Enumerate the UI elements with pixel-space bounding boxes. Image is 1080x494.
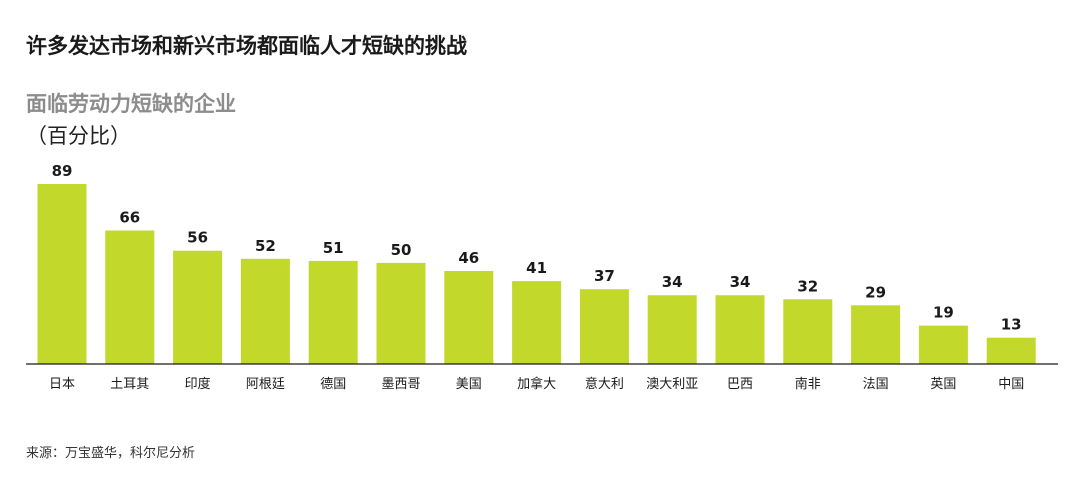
data-label-7: 41 <box>526 259 547 277</box>
data-label-1: 66 <box>119 209 140 227</box>
bar-5 <box>376 262 426 364</box>
data-label-12: 29 <box>865 283 886 301</box>
category-label-5: 墨西哥 <box>381 377 420 392</box>
data-label-13: 19 <box>933 304 954 322</box>
category-label-13: 英国 <box>930 377 956 392</box>
bar-1 <box>105 230 155 364</box>
bar-14 <box>986 337 1036 364</box>
data-label-14: 13 <box>1001 316 1022 334</box>
category-label-11: 南非 <box>795 376 821 392</box>
source-note: 来源：万宝盛华，科尔尼分析 <box>26 446 196 461</box>
bar-4 <box>308 260 358 364</box>
bars-layer: 89 日本 66 土耳其 56 印度 52 阿根廷 51 德国 50 墨西哥 46 美国 41 加拿大 37 意大… <box>37 162 1036 392</box>
category-label-7: 加拿大 <box>517 376 556 392</box>
category-label-12: 法国 <box>863 377 889 392</box>
category-label-8: 意大利 <box>585 376 624 392</box>
data-label-11: 32 <box>797 277 818 295</box>
category-label-4: 德国 <box>320 377 346 392</box>
bar-11 <box>783 299 833 364</box>
category-label-9: 澳大利亚 <box>646 376 698 392</box>
unit-label: （百分比） <box>26 124 131 148</box>
data-label-2: 56 <box>187 229 208 247</box>
bar-0 <box>37 184 87 364</box>
category-label-2: 印度 <box>185 376 211 392</box>
bar-6 <box>444 271 494 364</box>
data-label-6: 46 <box>458 249 479 267</box>
data-label-3: 52 <box>255 237 276 255</box>
bar-12 <box>851 305 901 364</box>
data-label-4: 51 <box>323 239 344 257</box>
bar-7 <box>512 281 562 364</box>
data-label-9: 34 <box>662 273 683 291</box>
bar-13 <box>918 325 968 364</box>
chart-main-title: 许多发达市场和新兴市场都面临人才短缺的挑战 <box>26 34 467 58</box>
category-label-1: 土耳其 <box>110 377 149 392</box>
category-label-10: 巴西 <box>727 377 753 392</box>
bar-10 <box>715 295 765 364</box>
data-label-0: 89 <box>52 162 73 180</box>
data-label-8: 37 <box>594 267 615 285</box>
category-label-14: 中国 <box>998 377 1024 392</box>
data-label-5: 50 <box>391 241 412 259</box>
bar-3 <box>240 258 290 364</box>
bar-2 <box>173 250 223 364</box>
category-label-0: 日本 <box>49 377 75 392</box>
bar-8 <box>579 289 629 364</box>
category-label-3: 阿根廷 <box>246 377 285 392</box>
chart-subtitle: 面临劳动力短缺的企业 <box>26 92 236 116</box>
bar-9 <box>647 295 697 364</box>
category-label-6: 美国 <box>456 377 482 392</box>
data-label-10: 34 <box>730 273 751 291</box>
